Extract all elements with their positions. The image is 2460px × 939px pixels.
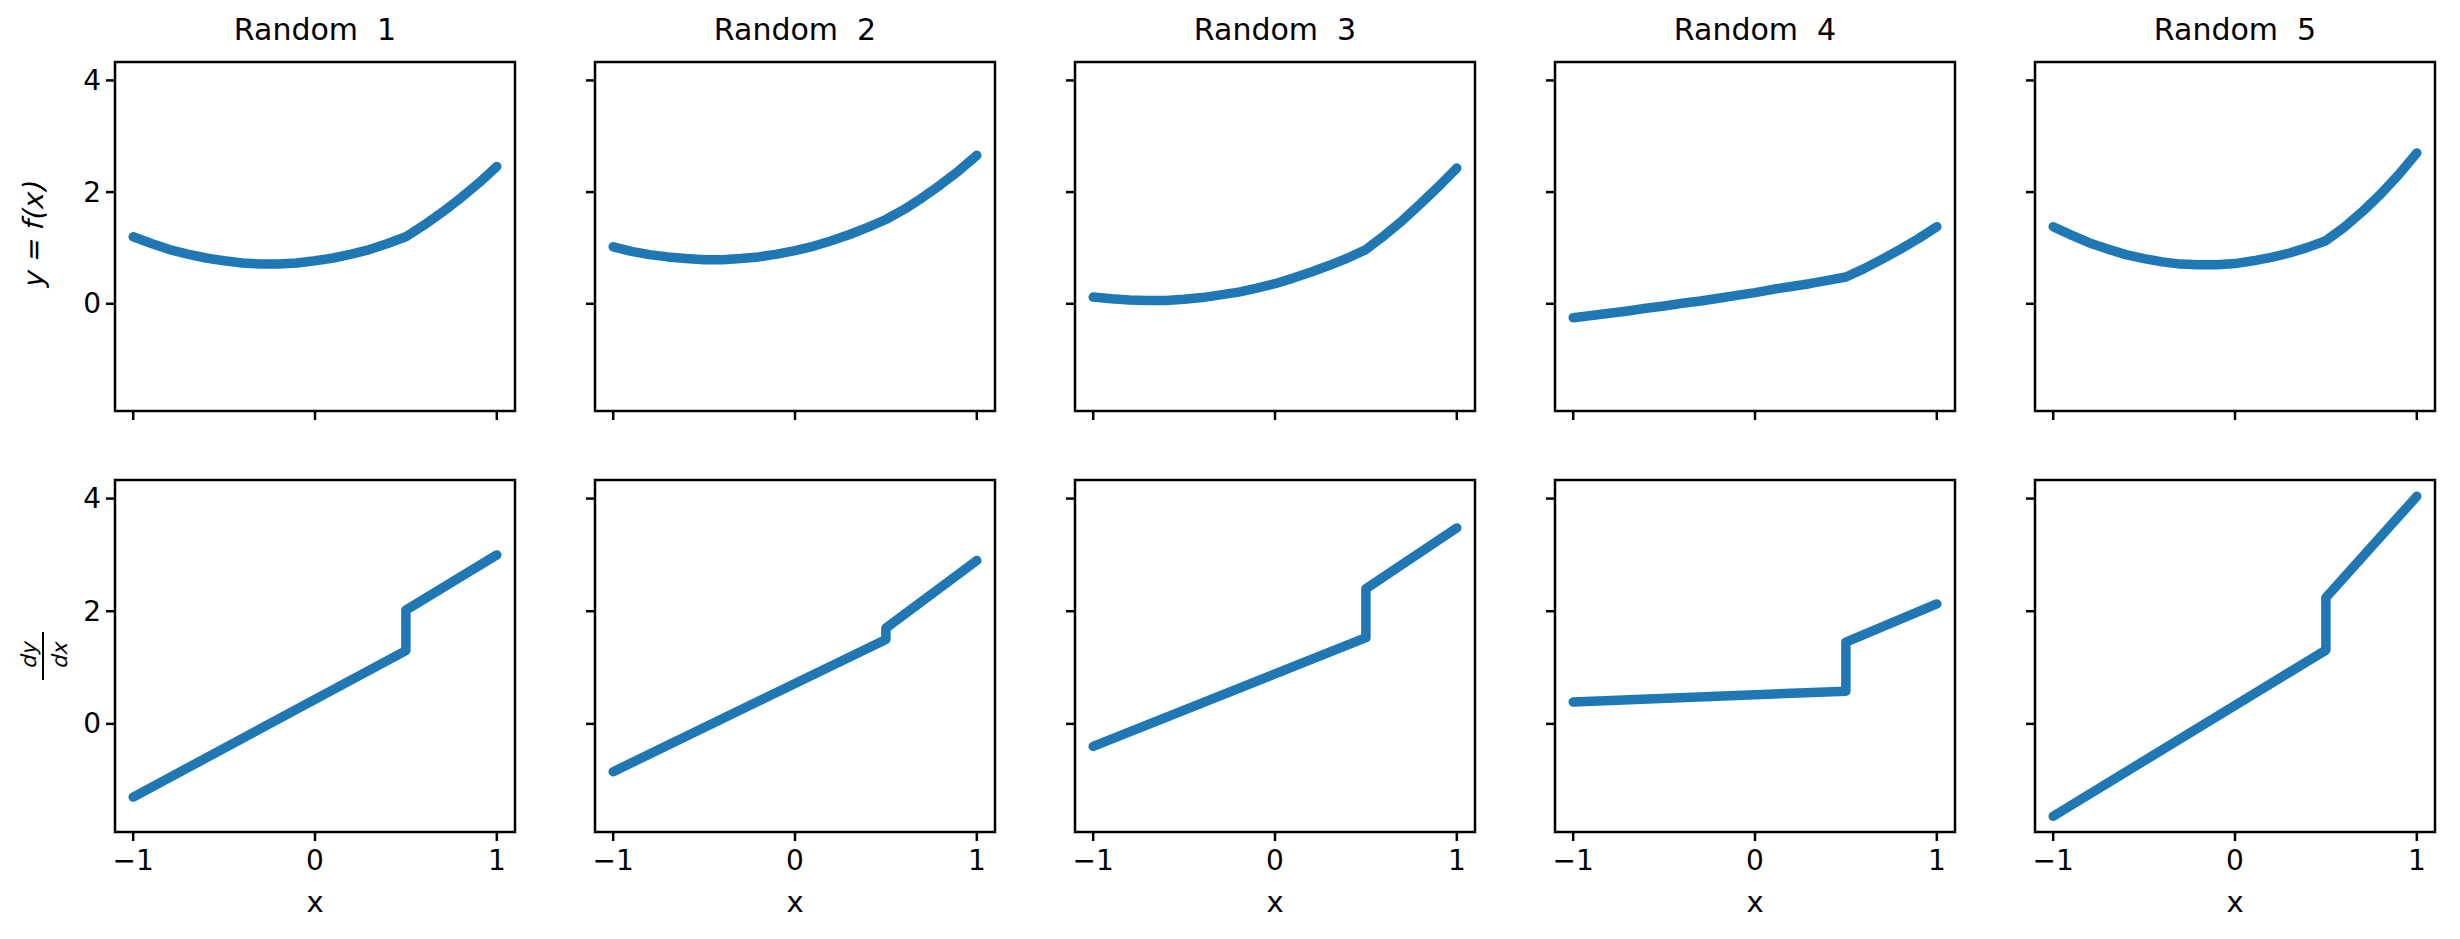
y-ticks-row1-col3 <box>1066 80 1075 303</box>
curve-random-1-derivative <box>133 555 497 797</box>
x-ticks-row1-col2 <box>613 411 977 420</box>
x-ticks-row2-col3 <box>1093 832 1457 841</box>
y-ticks-row1-col1 <box>106 80 115 303</box>
x-axis-label-col2: x <box>786 885 803 919</box>
subplot-title-5: Random 5 <box>2154 12 2316 47</box>
y-ticks-row1-col2 <box>586 80 595 303</box>
subplot-title-2: Random 2 <box>714 12 876 47</box>
y-ticks-row2-col2 <box>586 499 595 724</box>
curve-random-3-derivative <box>1093 528 1457 747</box>
axes-frame-row2-col2 <box>595 480 995 832</box>
subplot-title-4: Random 4 <box>1674 12 1836 47</box>
curve-random-2-f <box>613 155 977 259</box>
axes-frame-row2-col3 <box>1075 480 1475 832</box>
x-tick-label: −1 <box>2033 844 2074 877</box>
y-tick-label: 4 <box>83 64 101 97</box>
x-tick-label: 0 <box>1266 844 1284 877</box>
x-tick-label: −1 <box>1553 844 1594 877</box>
curve-random-5-derivative <box>2053 496 2417 816</box>
x-axis-label-col1: x <box>306 885 323 919</box>
figure-canvas: 4 2 0 −1 0 1 4 2 0 x −1 0 1 x −1 0 1 x −1 0 1 x −1 0 1 x Random 1 R… <box>0 0 2460 939</box>
x-tick-label: 1 <box>1448 844 1466 877</box>
curve-random-1-f <box>133 166 497 264</box>
y-ticks-row2-col4 <box>1546 499 1555 724</box>
x-tick-label: 1 <box>2408 844 2426 877</box>
axes-frame-row1-col1 <box>115 62 515 411</box>
y-axis-label-f: y = f(x) <box>17 182 50 289</box>
matplotlib-figure: 4 2 0 −1 0 1 4 2 0 x −1 0 1 x −1 0 1 x −1 0 1 x −1 0 1 x Random 1 R… <box>0 0 2460 939</box>
x-tick-label: 1 <box>1928 844 1946 877</box>
x-ticks-row1-col5 <box>2053 411 2417 420</box>
x-tick-label: −1 <box>1073 844 1114 877</box>
y-ticks-row2-col1 <box>106 499 115 724</box>
axes-frame-row2-col4 <box>1555 480 1955 832</box>
x-tick-label: 1 <box>968 844 986 877</box>
y-ticks-row2-col3 <box>1066 499 1075 724</box>
y-tick-label: 0 <box>83 287 101 320</box>
axes-frame-row1-col2 <box>595 62 995 411</box>
x-tick-label: 0 <box>306 844 324 877</box>
x-axis-label-col5: x <box>2226 885 2243 919</box>
dx-denominator: dx <box>48 641 72 669</box>
x-axis-label-col3: x <box>1266 885 1283 919</box>
x-ticks-row2-col2 <box>613 832 977 841</box>
x-tick-label: −1 <box>113 844 154 877</box>
axes-frame-row1-col5 <box>2035 62 2435 411</box>
x-ticks-row1-col3 <box>1093 411 1457 420</box>
x-axis-label-col4: x <box>1746 885 1763 919</box>
x-tick-label: 0 <box>786 844 804 877</box>
y-ticks-row1-col5 <box>2026 80 2035 303</box>
y-axis-label-derivative: dydx <box>17 632 72 680</box>
curve-random-4-f <box>1573 227 1937 318</box>
x-ticks-row1-col1 <box>133 411 497 420</box>
y-tick-label: 2 <box>83 176 101 209</box>
dy-numerator: dy <box>17 641 41 669</box>
x-tick-label: −1 <box>593 844 634 877</box>
curve-random-5-f <box>2053 153 2417 265</box>
x-tick-label: 1 <box>488 844 506 877</box>
y-tick-label: 2 <box>83 595 101 628</box>
x-ticks-row2-col4 <box>1573 832 1937 841</box>
axes-frame-row2-col5 <box>2035 480 2435 832</box>
curve-random-2-derivative <box>613 561 977 772</box>
x-tick-label: 0 <box>1746 844 1764 877</box>
x-tick-label: 0 <box>2226 844 2244 877</box>
y-tick-label: 4 <box>83 482 101 515</box>
y-ticks-row2-col5 <box>2026 499 2035 724</box>
subplot-title-1: Random 1 <box>234 12 396 47</box>
curve-random-3-f <box>1093 168 1457 300</box>
x-ticks-row1-col4 <box>1573 411 1937 420</box>
curve-random-4-derivative <box>1573 604 1937 702</box>
subplot-title-3: Random 3 <box>1194 12 1356 47</box>
y-ticks-row1-col4 <box>1546 80 1555 303</box>
axes-frame-row1-col3 <box>1075 62 1475 411</box>
y-tick-label: 0 <box>83 707 101 740</box>
x-ticks-row2-col5 <box>2053 832 2417 841</box>
x-ticks-row2-col1 <box>133 832 497 841</box>
axes-frame-row1-col4 <box>1555 62 1955 411</box>
